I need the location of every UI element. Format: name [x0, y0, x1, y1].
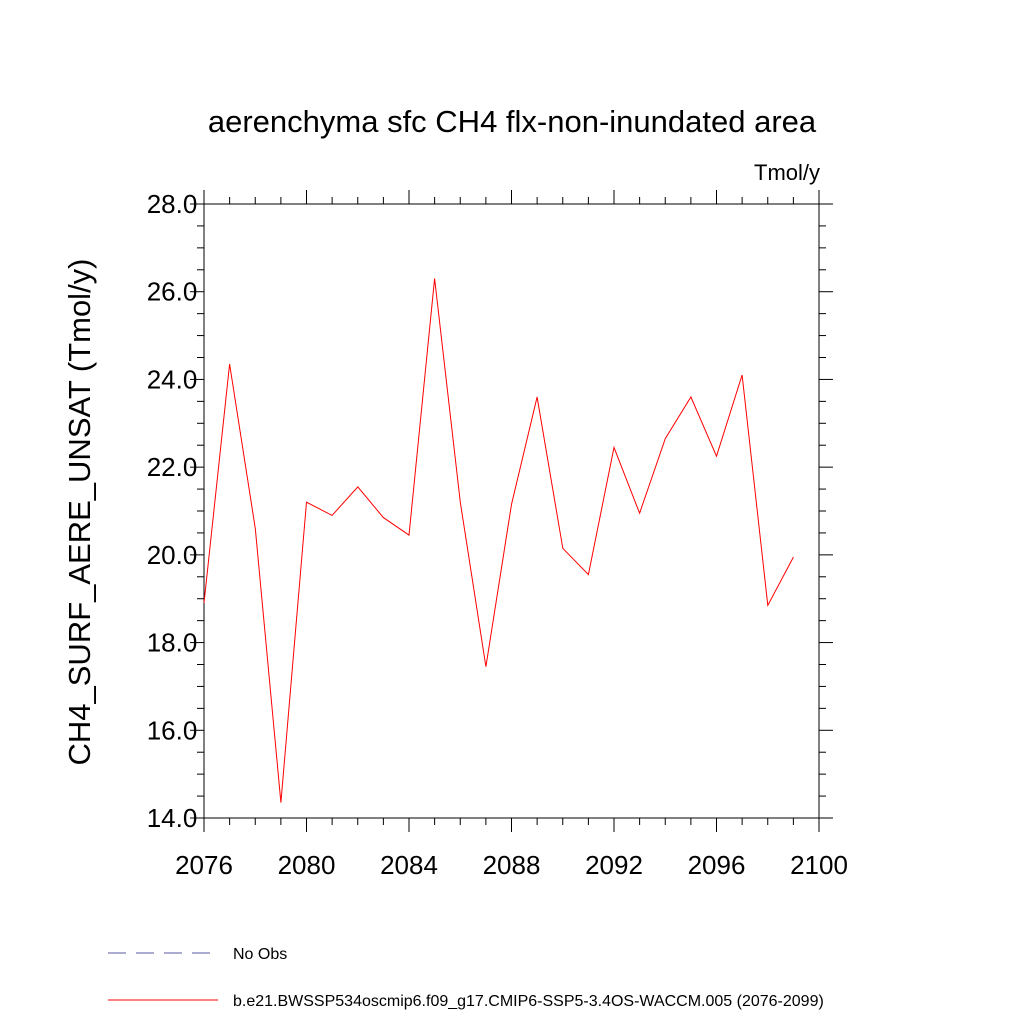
x-tick-label: 2076: [175, 850, 233, 880]
axis-ticks: [190, 190, 833, 832]
x-tick-label: 2084: [380, 850, 438, 880]
legend-model-label: b.e21.BWSSP534oscmip6.f09_g17.CMIP6-SSP5…: [233, 993, 824, 1010]
y-tick-label: 22.0: [147, 452, 198, 482]
x-tick-label: 2100: [790, 850, 848, 880]
y-tick-label: 28.0: [147, 189, 198, 219]
x-tick-label: 2092: [585, 850, 643, 880]
y-tick-label: 18.0: [147, 628, 198, 658]
units-label: Tmol/y: [754, 160, 820, 185]
axis-tick-labels: 2076 2080 2084 2088 2092 2096 2100 14.0 16.0 18.0…: [147, 189, 848, 880]
x-tick-label: 2096: [688, 850, 746, 880]
legend: No Obs b.e21.BWSSP534oscmip6.f09_g17.CMI…: [108, 946, 824, 1010]
series-line: [203, 278, 794, 803]
x-tick-label: 2088: [483, 850, 541, 880]
data-series: [203, 278, 794, 803]
y-tick-label: 14.0: [147, 803, 198, 833]
legend-no-obs-label: No Obs: [233, 946, 287, 963]
x-tick-label: 2080: [278, 850, 336, 880]
y-tick-label: 16.0: [147, 715, 198, 745]
y-tick-label: 24.0: [147, 364, 198, 394]
plot-frame: [203, 203, 820, 819]
y-tick-label: 20.0: [147, 540, 198, 570]
chart-title: aerenchyma sfc CH4 flx-non-inundated are…: [208, 104, 817, 139]
y-tick-label: 26.0: [147, 277, 198, 307]
y-axis-label: CH4_SURF_AERE_UNSAT (Tmol/y): [62, 258, 97, 765]
